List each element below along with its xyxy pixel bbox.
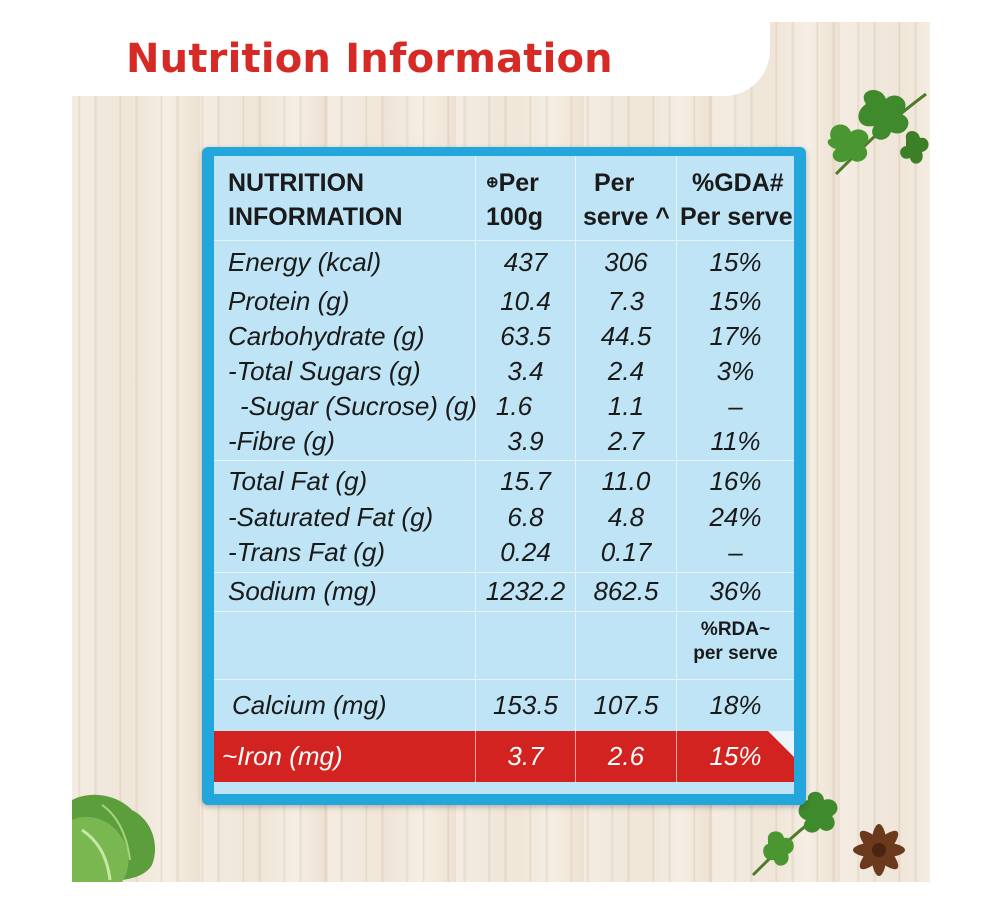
row-label: Energy (kcal)	[228, 247, 382, 277]
row-per-serve: 107.5	[593, 690, 659, 720]
column-divider	[575, 156, 576, 731]
row-label: Sodium (mg)	[228, 576, 377, 606]
row-rda: 18%	[709, 690, 762, 720]
row-gda: 16%	[709, 466, 762, 496]
row-label: -Trans Fat (g)	[228, 537, 385, 567]
row-per-100g: 1.6	[495, 391, 533, 421]
row-per-100g: 1232.2	[485, 576, 566, 606]
row-per-serve: 862.5	[593, 576, 659, 606]
row-gda: 3%	[716, 356, 755, 386]
row-per-serve: 7.3	[607, 286, 645, 316]
column-divider	[575, 731, 576, 782]
row-label: -Fibre (g)	[228, 426, 335, 456]
row-per-100g: 3.7	[507, 741, 544, 771]
row-per-serve: 44.5	[600, 321, 652, 351]
row-per-100g: 437	[503, 247, 548, 277]
row-per-100g: 3.4	[507, 356, 544, 386]
row-per-serve: 306	[604, 247, 648, 277]
row-divider	[214, 679, 794, 680]
header-rda: %RDA~	[700, 619, 771, 640]
row-label: Calcium (mg)	[232, 690, 387, 720]
row-divider	[214, 460, 794, 461]
header-information: INFORMATION	[228, 203, 403, 231]
row-per-serve: 11.0	[601, 466, 651, 496]
row-gda: 15%	[709, 247, 762, 277]
row-per-serve: 2.6	[607, 741, 645, 771]
parsley-icon	[827, 89, 929, 176]
iron-row: ~Iron (mg) 3.7 2.6 15%	[214, 731, 794, 782]
row-label: Total Fat (g)	[228, 466, 368, 496]
row-per-serve: 4.8	[607, 502, 645, 532]
column-divider	[475, 731, 476, 782]
row-gda: 11%	[710, 426, 761, 456]
row-label: Protein (g)	[228, 286, 350, 316]
header-per-label: Per	[498, 169, 539, 197]
row-per-100g: 3.9	[507, 426, 544, 456]
row-gda: 24%	[709, 502, 762, 532]
row-per-100g: 153.5	[492, 690, 559, 720]
corner-fold	[768, 731, 794, 757]
row-divider	[214, 240, 794, 241]
row-label: -Saturated Fat (g)	[228, 502, 434, 532]
header-mark: ⊕	[486, 174, 499, 191]
row-rda: 15%	[709, 741, 762, 771]
title-tab	[0, 0, 770, 96]
row-divider	[214, 611, 794, 612]
header-nutrition: NUTRITION	[228, 169, 365, 197]
lettuce-icon	[72, 794, 156, 882]
header-per-serve: Per	[594, 169, 635, 197]
row-gda: –	[728, 391, 743, 421]
row-gda: 15%	[709, 286, 762, 316]
star-anise-icon	[853, 824, 905, 876]
row-gda: 36%	[709, 576, 762, 606]
page-title: Nutrition Information	[126, 36, 613, 82]
header-gda: %GDA#	[692, 169, 784, 197]
header-gda-per-serve: Per serve	[680, 203, 793, 231]
row-per-serve: 2.4	[607, 356, 645, 386]
row-per-100g: 63.5	[500, 321, 551, 351]
row-label: -Sugar (Sucrose) (g)	[240, 391, 477, 421]
row-per-100g: 6.8	[507, 502, 544, 532]
row-per-serve: 1.1	[607, 391, 645, 421]
row-per-100g: 10.4	[500, 286, 551, 316]
row-divider	[214, 572, 794, 573]
parsley-icon	[751, 791, 838, 877]
header-serve: serve ^	[583, 203, 670, 231]
row-gda: –	[728, 537, 743, 567]
column-divider	[475, 156, 476, 731]
row-per-serve: 2.7	[607, 426, 645, 456]
nutrition-table-frame: NUTRITION INFORMATION ⊕Per 100g Per serv…	[202, 147, 806, 805]
row-gda: 17%	[709, 321, 762, 351]
row-label: Carbohydrate (g)	[228, 321, 425, 351]
header-per-100g: ⊕Per	[486, 166, 539, 200]
nutrition-table: NUTRITION INFORMATION ⊕Per 100g Per serv…	[214, 156, 794, 794]
row-label: ~Iron (mg)	[222, 741, 343, 771]
row-per-100g: 0.24	[500, 537, 551, 567]
row-label: -Total Sugars (g)	[228, 356, 421, 386]
column-divider	[676, 731, 677, 782]
header-100g: 100g	[486, 203, 543, 231]
row-per-serve: 0.17	[600, 537, 652, 567]
column-divider	[676, 156, 677, 731]
header-rda-per-serve: per serve	[693, 643, 778, 664]
row-per-100g: 15.7	[500, 466, 551, 496]
